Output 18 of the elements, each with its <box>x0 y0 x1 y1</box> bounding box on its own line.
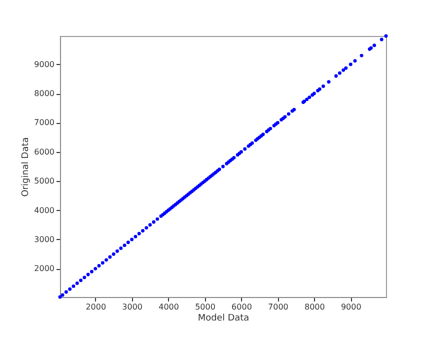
y-tick-label: 5000 <box>34 176 54 186</box>
y-tick-label: 8000 <box>34 89 54 98</box>
x-tick-label: 3000 <box>122 302 143 312</box>
y-axis-title: Original Data <box>21 137 32 197</box>
y-tick-label: 2000 <box>34 264 54 274</box>
x-tick-label: 4000 <box>158 302 179 312</box>
x-tick-label: 9000 <box>340 302 362 312</box>
x-axis-title: Model Data <box>198 314 250 324</box>
y-tick-label: 9000 <box>34 60 54 69</box>
y-tick-label: 7000 <box>34 118 54 128</box>
y-tick-label: 4000 <box>34 206 54 215</box>
y-tick-label: 3000 <box>34 234 54 244</box>
x-tick-label: 7000 <box>268 302 288 312</box>
x-tick-label: 2000 <box>86 302 106 312</box>
x-tick-label: 6000 <box>232 302 252 312</box>
y-tick-label: 6000 <box>34 147 54 156</box>
x-tick-label: 5000 <box>195 302 216 312</box>
x-tick-label: 8000 <box>304 302 325 312</box>
